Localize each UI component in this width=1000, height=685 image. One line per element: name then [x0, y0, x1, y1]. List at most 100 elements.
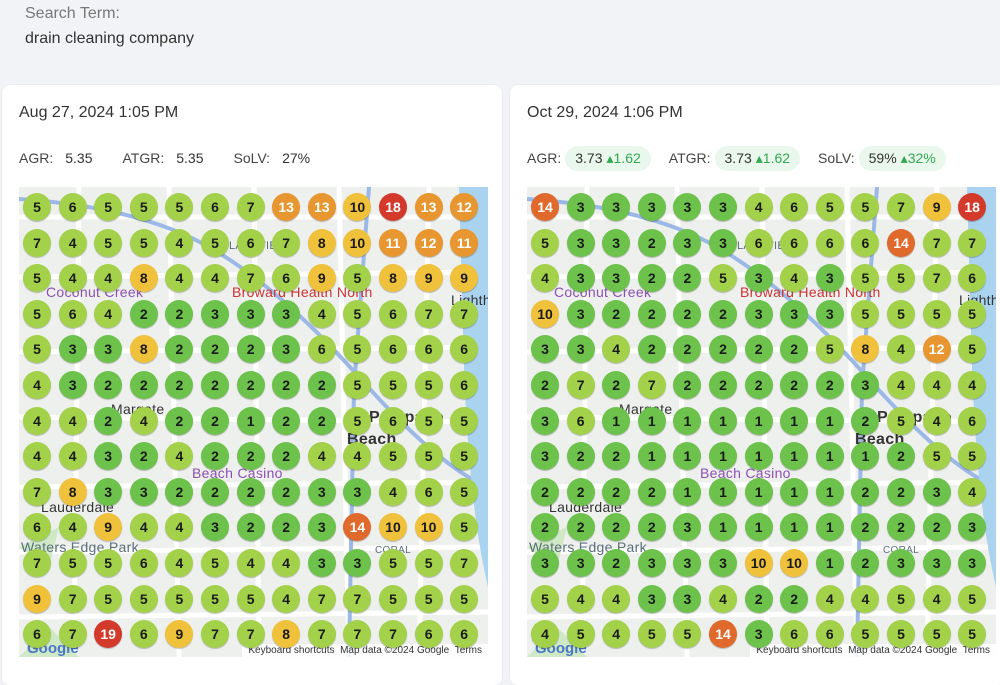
rank-pin[interactable]: 3: [343, 477, 372, 506]
rank-pin[interactable]: 4: [236, 549, 265, 577]
rank-pin[interactable]: 4: [23, 371, 51, 399]
rank-pin[interactable]: 2: [236, 371, 265, 399]
rank-pin[interactable]: 8: [272, 620, 301, 649]
rank-pin[interactable]: 1: [851, 442, 880, 471]
rank-pin[interactable]: 8: [851, 335, 880, 364]
rank-pin[interactable]: 5: [414, 442, 443, 471]
rank-pin[interactable]: 4: [602, 584, 631, 613]
rank-pin[interactable]: 2: [94, 371, 123, 399]
rank-pin[interactable]: 2: [201, 335, 229, 364]
rank-pin[interactable]: 3: [343, 549, 372, 577]
rank-pin[interactable]: 7: [450, 549, 479, 577]
rank-pin[interactable]: 3: [307, 513, 336, 542]
rank-pin[interactable]: 3: [531, 549, 559, 577]
rank-pin[interactable]: 3: [58, 371, 87, 399]
rank-pin[interactable]: 5: [887, 584, 915, 613]
rank-pin[interactable]: 4: [58, 264, 87, 293]
rank-pin[interactable]: 5: [94, 584, 123, 613]
rank-pin[interactable]: 2: [602, 371, 631, 399]
rank-pin[interactable]: 9: [450, 264, 479, 293]
rank-pin[interactable]: 3: [673, 513, 702, 542]
rank-pin[interactable]: 2: [307, 371, 336, 399]
rank-pin[interactable]: 3: [709, 549, 737, 577]
rank-pin[interactable]: 5: [958, 299, 987, 328]
rank-pin[interactable]: 6: [450, 335, 479, 364]
rank-pin[interactable]: 2: [851, 513, 880, 542]
rank-pin[interactable]: 2: [851, 549, 880, 577]
rank-pin[interactable]: 7: [343, 584, 372, 613]
rank-pin[interactable]: 2: [673, 299, 702, 328]
rank-pin[interactable]: 14: [343, 513, 372, 542]
rank-pin[interactable]: 3: [815, 299, 844, 328]
rank-pin[interactable]: 9: [165, 620, 194, 649]
rank-pin[interactable]: 3: [887, 549, 915, 577]
rank-pin[interactable]: 5: [94, 549, 123, 577]
rank-pin[interactable]: 4: [531, 620, 559, 649]
rank-pin[interactable]: 6: [414, 477, 443, 506]
rank-pin[interactable]: 1: [236, 406, 265, 435]
rank-pin[interactable]: 5: [851, 620, 880, 649]
rank-pin[interactable]: 5: [450, 406, 479, 435]
rank-pin[interactable]: 8: [129, 335, 158, 364]
rank-pin[interactable]: 2: [165, 371, 194, 399]
rank-pin[interactable]: 5: [414, 584, 443, 613]
rank-pin[interactable]: 5: [709, 264, 737, 293]
terms-link[interactable]: Terms: [962, 645, 990, 656]
rank-pin[interactable]: 12: [414, 228, 443, 257]
rank-pin[interactable]: 5: [958, 620, 987, 649]
rank-pin[interactable]: 4: [94, 264, 123, 293]
rank-pin[interactable]: 5: [958, 584, 987, 613]
rank-pin[interactable]: 5: [887, 406, 915, 435]
rank-pin[interactable]: 8: [379, 264, 407, 293]
rank-pin[interactable]: 4: [58, 228, 87, 257]
rank-pin[interactable]: 4: [129, 513, 158, 542]
rank-pin[interactable]: 2: [272, 406, 301, 435]
rank-pin[interactable]: 4: [272, 549, 301, 577]
rank-pin[interactable]: 3: [744, 620, 773, 649]
rank-pin[interactable]: 14: [887, 228, 915, 257]
rank-pin[interactable]: 6: [780, 620, 809, 649]
rank-pin[interactable]: 1: [780, 406, 809, 435]
rank-pin[interactable]: 1: [744, 406, 773, 435]
rank-pin[interactable]: 2: [744, 371, 773, 399]
rank-pin[interactable]: 4: [23, 442, 51, 471]
rank-pin[interactable]: 5: [23, 335, 51, 364]
rank-pin[interactable]: 7: [922, 228, 951, 257]
rank-pin[interactable]: 5: [343, 371, 372, 399]
rank-pin[interactable]: 7: [307, 584, 336, 613]
rank-pin[interactable]: 1: [637, 406, 666, 435]
rank-pin[interactable]: 4: [602, 620, 631, 649]
rank-pin[interactable]: 7: [272, 228, 301, 257]
rank-pin[interactable]: 4: [602, 335, 631, 364]
rank-pin[interactable]: 3: [744, 299, 773, 328]
rank-pin[interactable]: 1: [744, 442, 773, 471]
rank-pin[interactable]: 7: [887, 193, 915, 221]
rank-pin[interactable]: 5: [450, 513, 479, 542]
rank-pin[interactable]: 7: [958, 228, 987, 257]
rank-pin[interactable]: 5: [887, 299, 915, 328]
rank-pin[interactable]: 6: [958, 406, 987, 435]
rank-pin[interactable]: 3: [58, 335, 87, 364]
rank-pin[interactable]: 1: [673, 477, 702, 506]
rank-pin[interactable]: 4: [887, 335, 915, 364]
rank-pin[interactable]: 5: [379, 584, 407, 613]
rank-pin[interactable]: 3: [709, 193, 737, 221]
rank-pin[interactable]: 3: [709, 228, 737, 257]
rank-pin[interactable]: 4: [379, 477, 407, 506]
rank-pin[interactable]: 9: [414, 264, 443, 293]
rank-pin[interactable]: 6: [379, 299, 407, 328]
rank-pin[interactable]: 6: [958, 264, 987, 293]
rank-pin[interactable]: 4: [531, 264, 559, 293]
rank-pin[interactable]: 4: [887, 371, 915, 399]
rank-pin[interactable]: 4: [922, 371, 951, 399]
rank-pin[interactable]: 3: [272, 299, 301, 328]
rank-pin[interactable]: 9: [94, 513, 123, 542]
rank-pin[interactable]: 2: [637, 228, 666, 257]
rank-pin[interactable]: 3: [815, 264, 844, 293]
rank-pin[interactable]: 7: [566, 371, 595, 399]
rank-pin[interactable]: 10: [744, 549, 773, 577]
rank-pin[interactable]: 2: [637, 513, 666, 542]
rank-pin[interactable]: 2: [602, 513, 631, 542]
rank-pin[interactable]: 8: [58, 477, 87, 506]
rank-pin[interactable]: 6: [58, 193, 87, 221]
